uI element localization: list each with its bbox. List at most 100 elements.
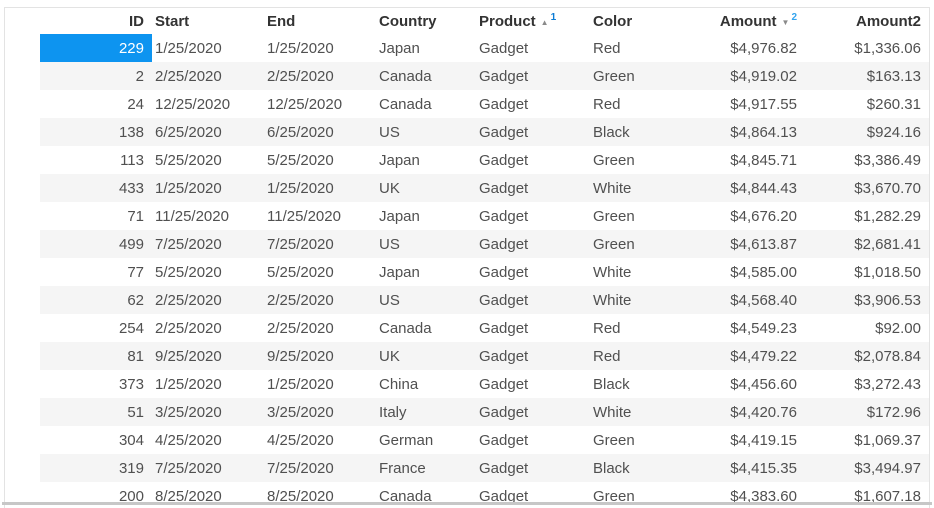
table-cell[interactable]: $4,420.76 xyxy=(702,398,805,426)
table-cell[interactable]: $4,479.22 xyxy=(702,342,805,370)
table-cell[interactable]: UK xyxy=(376,174,476,202)
table-cell[interactable]: $92.00 xyxy=(875,319,921,337)
table-cell[interactable]: 433 xyxy=(40,174,152,202)
table-cell[interactable]: Green xyxy=(590,230,702,258)
table-cell[interactable]: 1/25/2020 xyxy=(155,375,222,393)
table-cell[interactable]: 2/25/2020 xyxy=(152,62,264,90)
table-cell[interactable]: 5/25/2020 xyxy=(155,263,222,281)
table-cell[interactable]: 113 xyxy=(120,151,144,169)
table-cell[interactable]: 200 xyxy=(118,487,144,505)
selected-cell[interactable]: 229 xyxy=(40,34,152,62)
table-cell[interactable]: $4,415.35 xyxy=(702,454,805,482)
table-cell[interactable]: Gadget xyxy=(476,398,590,426)
table-cell[interactable]: 62 xyxy=(40,286,152,314)
column-header-country[interactable]: Country xyxy=(376,8,476,34)
table-cell[interactable]: 2/25/2020 xyxy=(264,62,376,90)
table-cell[interactable]: $260.31 xyxy=(866,95,921,113)
table-cell[interactable]: 499 xyxy=(40,230,152,258)
table-cell[interactable]: 4/25/2020 xyxy=(155,431,222,449)
horizontal-scrollbar[interactable] xyxy=(2,502,932,505)
table-cell[interactable]: $1,018.50 xyxy=(854,263,921,281)
table-cell[interactable]: Gadget xyxy=(476,118,590,146)
table-cell[interactable]: Gadget xyxy=(479,95,529,113)
table-cell[interactable]: 24 xyxy=(127,95,144,113)
table-cell[interactable]: $3,494.97 xyxy=(805,454,929,482)
table-cell[interactable]: White xyxy=(593,263,632,281)
table-cell[interactable]: Gadget xyxy=(476,454,590,482)
table-cell[interactable]: $163.13 xyxy=(805,62,929,90)
table-cell[interactable]: $4,456.60 xyxy=(730,375,797,393)
table-cell[interactable]: 2 xyxy=(40,62,152,90)
table-cell[interactable]: 1/25/2020 xyxy=(264,174,376,202)
table-cell[interactable]: $4,568.40 xyxy=(702,286,805,314)
table-cell[interactable]: Canada xyxy=(376,62,476,90)
table-cell[interactable]: 71 xyxy=(127,207,144,225)
table-cell[interactable]: Black xyxy=(590,454,702,482)
table-cell[interactable]: 138 xyxy=(40,118,152,146)
table-cell[interactable]: Gadget xyxy=(479,487,529,505)
table-cell[interactable]: 1/25/2020 xyxy=(267,39,334,57)
table-cell[interactable]: Japan xyxy=(379,151,420,169)
column-header-color[interactable]: Color xyxy=(590,8,702,34)
table-cell[interactable]: Green xyxy=(593,487,635,505)
table-cell[interactable]: 7/25/2020 xyxy=(264,454,376,482)
table-cell[interactable]: Gadget xyxy=(479,39,529,57)
table-cell[interactable]: 5/25/2020 xyxy=(267,263,334,281)
table-cell[interactable]: 11/25/2020 xyxy=(267,207,341,225)
table-cell[interactable]: 77 xyxy=(127,263,144,281)
table-cell[interactable]: Red xyxy=(593,95,621,113)
column-header-product[interactable]: Product ▲ 1 xyxy=(476,8,590,34)
table-cell[interactable]: Gadget xyxy=(476,286,590,314)
table-cell[interactable]: Gadget xyxy=(479,375,529,393)
table-cell[interactable]: 7/25/2020 xyxy=(152,454,264,482)
table-cell[interactable]: $3,906.53 xyxy=(805,286,929,314)
table-cell[interactable]: Black xyxy=(590,118,702,146)
table-cell[interactable]: Gadget xyxy=(479,207,529,225)
table-cell[interactable]: $172.96 xyxy=(805,398,929,426)
column-header-amount2[interactable]: Amount2 xyxy=(805,8,929,34)
table-cell[interactable]: 2/25/2020 xyxy=(152,286,264,314)
table-cell[interactable]: 5/25/2020 xyxy=(267,151,334,169)
table-cell[interactable]: Italy xyxy=(376,398,476,426)
table-cell[interactable]: 12/25/2020 xyxy=(155,95,231,113)
table-cell[interactable]: 5/25/2020 xyxy=(155,151,222,169)
table-cell[interactable]: 2/25/2020 xyxy=(267,319,334,337)
table-cell[interactable]: 319 xyxy=(40,454,152,482)
table-cell[interactable]: 373 xyxy=(118,375,144,393)
table-cell[interactable]: US xyxy=(376,230,476,258)
table-cell[interactable]: $3,386.49 xyxy=(854,151,921,169)
table-cell[interactable]: Canada xyxy=(379,319,432,337)
table-cell[interactable]: 8/25/2020 xyxy=(267,487,334,505)
table-cell[interactable]: Gadget xyxy=(476,342,590,370)
table-cell[interactable]: Gadget xyxy=(479,431,529,449)
table-cell[interactable]: Red xyxy=(590,342,702,370)
table-cell[interactable]: 9/25/2020 xyxy=(264,342,376,370)
table-cell[interactable]: $1,607.18 xyxy=(854,487,921,505)
column-header-amount[interactable]: Amount ▼ 2 xyxy=(702,8,805,34)
table-cell[interactable]: $1,282.29 xyxy=(854,207,921,225)
table-cell[interactable]: 6/25/2020 xyxy=(264,118,376,146)
table-cell[interactable]: 254 xyxy=(118,319,144,337)
table-cell[interactable]: 12/25/2020 xyxy=(267,95,343,113)
table-cell[interactable]: 81 xyxy=(40,342,152,370)
table-cell[interactable]: White xyxy=(590,398,702,426)
table-cell[interactable]: Green xyxy=(590,62,702,90)
table-cell[interactable]: $4,864.13 xyxy=(702,118,805,146)
table-cell[interactable]: 2/25/2020 xyxy=(264,286,376,314)
table-cell[interactable]: Red xyxy=(593,39,621,57)
table-cell[interactable]: $4,549.23 xyxy=(730,319,797,337)
table-cell[interactable]: 3/25/2020 xyxy=(152,398,264,426)
table-cell[interactable]: Canada xyxy=(379,95,432,113)
table-cell[interactable]: $4,419.15 xyxy=(730,431,797,449)
table-cell[interactable]: France xyxy=(376,454,476,482)
table-cell[interactable]: 1/25/2020 xyxy=(152,174,264,202)
table-cell[interactable]: White xyxy=(590,286,702,314)
table-cell[interactable]: $4,613.87 xyxy=(702,230,805,258)
table-cell[interactable]: $4,917.55 xyxy=(730,95,797,113)
table-cell[interactable]: Japan xyxy=(379,263,420,281)
table-cell[interactable]: US xyxy=(376,286,476,314)
table-cell[interactable]: Japan xyxy=(379,39,420,57)
table-cell[interactable]: Red xyxy=(593,319,621,337)
table-cell[interactable]: 304 xyxy=(118,431,144,449)
table-cell[interactable]: 7/25/2020 xyxy=(264,230,376,258)
